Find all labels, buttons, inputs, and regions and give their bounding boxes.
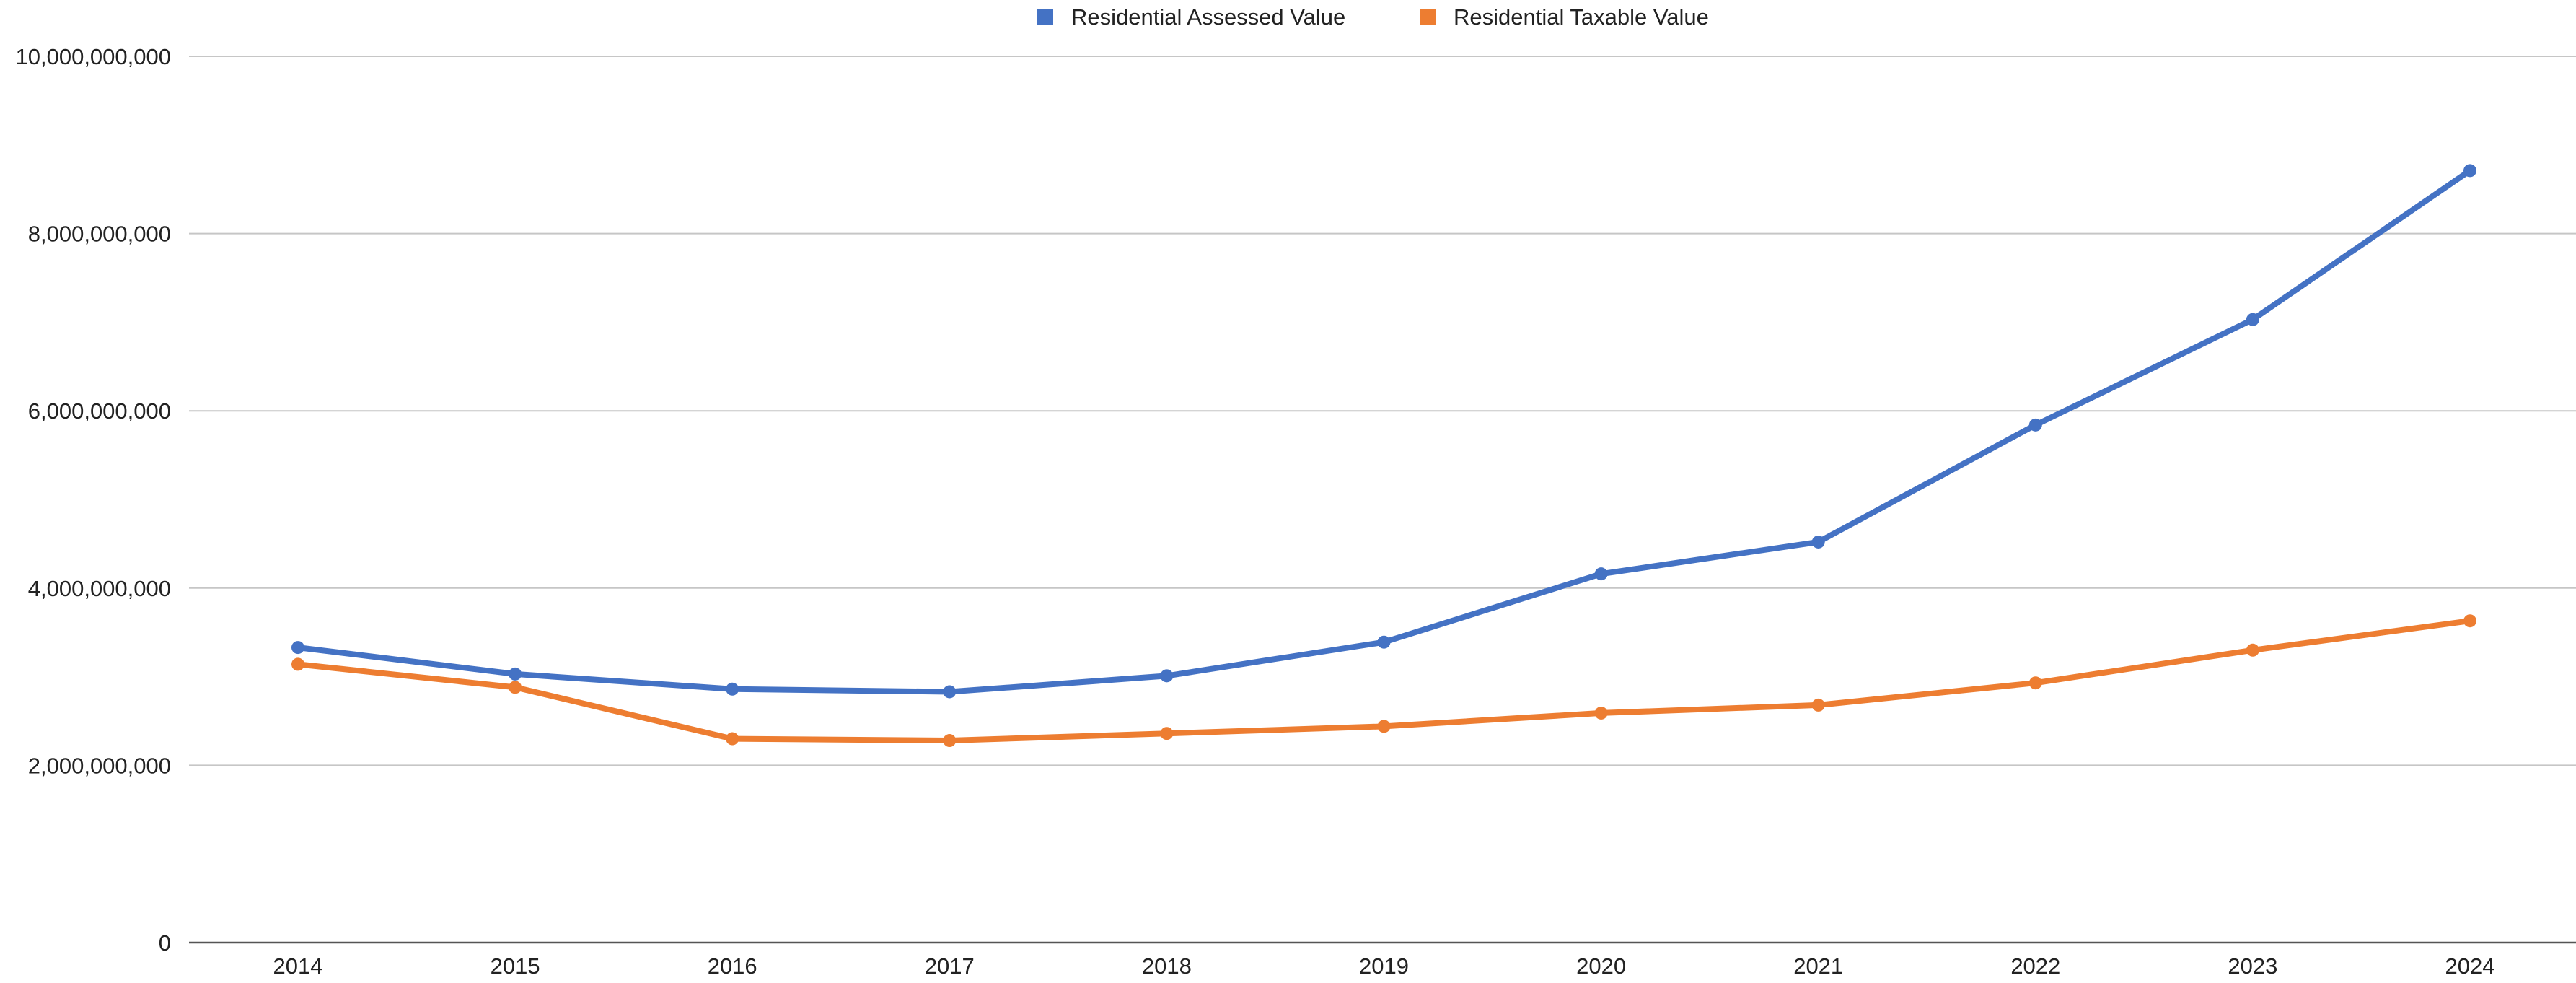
x-tick-label: 2015 xyxy=(491,953,540,979)
y-tick-label: 4,000,000,000 xyxy=(28,576,171,601)
data-point xyxy=(943,685,957,699)
data-point xyxy=(1594,706,1608,720)
data-point xyxy=(2028,676,2042,690)
gridlines xyxy=(189,56,2576,766)
data-point xyxy=(509,681,522,694)
x-axis-tick-labels: 2014 2015 2016 2017 2018 2019 2020 2021 2022 2023… xyxy=(273,953,2495,979)
data-point xyxy=(1160,669,1174,683)
data-point xyxy=(1377,720,1391,733)
x-tick-label: 2018 xyxy=(1142,953,1192,979)
legend: Residential Assessed Value Residential Ta… xyxy=(1037,4,1709,30)
data-point xyxy=(2028,418,2042,432)
series-lines xyxy=(295,167,2473,743)
x-tick-label: 2019 xyxy=(1359,953,1409,979)
data-point xyxy=(1594,567,1608,581)
data-point xyxy=(2246,313,2259,326)
x-tick-label: 2022 xyxy=(2010,953,2060,979)
x-tick-label: 2023 xyxy=(2228,953,2277,979)
x-tick-label: 2014 xyxy=(273,953,323,979)
data-point xyxy=(1377,635,1391,649)
data-point xyxy=(1811,535,1825,549)
legend-label: Residential Assessed Value xyxy=(1071,4,1345,30)
y-tick-label: 2,000,000,000 xyxy=(28,753,171,778)
data-point xyxy=(2463,614,2476,628)
y-tick-label: 10,000,000,000 xyxy=(16,44,172,69)
data-point xyxy=(2246,643,2259,657)
data-point xyxy=(943,734,957,748)
series-line-1 xyxy=(295,167,2473,695)
x-tick-label: 2017 xyxy=(925,953,975,979)
y-tick-label: 8,000,000,000 xyxy=(28,222,171,247)
series-points xyxy=(291,164,2476,748)
data-point xyxy=(726,682,739,696)
x-tick-label: 2020 xyxy=(1576,953,1626,979)
data-point xyxy=(1160,727,1174,740)
data-point xyxy=(726,732,739,746)
data-point xyxy=(291,641,304,655)
x-tick-label: 2016 xyxy=(708,953,757,979)
y-tick-label: 0 xyxy=(159,930,171,956)
y-axis-tick-labels: 0 2,000,000,000 4,000,000,000 6,000,000,000… xyxy=(16,44,172,956)
data-point xyxy=(2463,164,2476,178)
data-point xyxy=(509,667,522,681)
y-tick-label: 6,000,000,000 xyxy=(28,398,171,424)
data-point xyxy=(291,657,304,671)
legend-swatch xyxy=(1420,9,1436,25)
x-tick-label: 2021 xyxy=(1793,953,1843,979)
legend-swatch xyxy=(1037,9,1053,25)
x-tick-label: 2024 xyxy=(2445,953,2495,979)
data-point xyxy=(1811,698,1825,712)
legend-label: Residential Taxable Value xyxy=(1454,4,1709,30)
